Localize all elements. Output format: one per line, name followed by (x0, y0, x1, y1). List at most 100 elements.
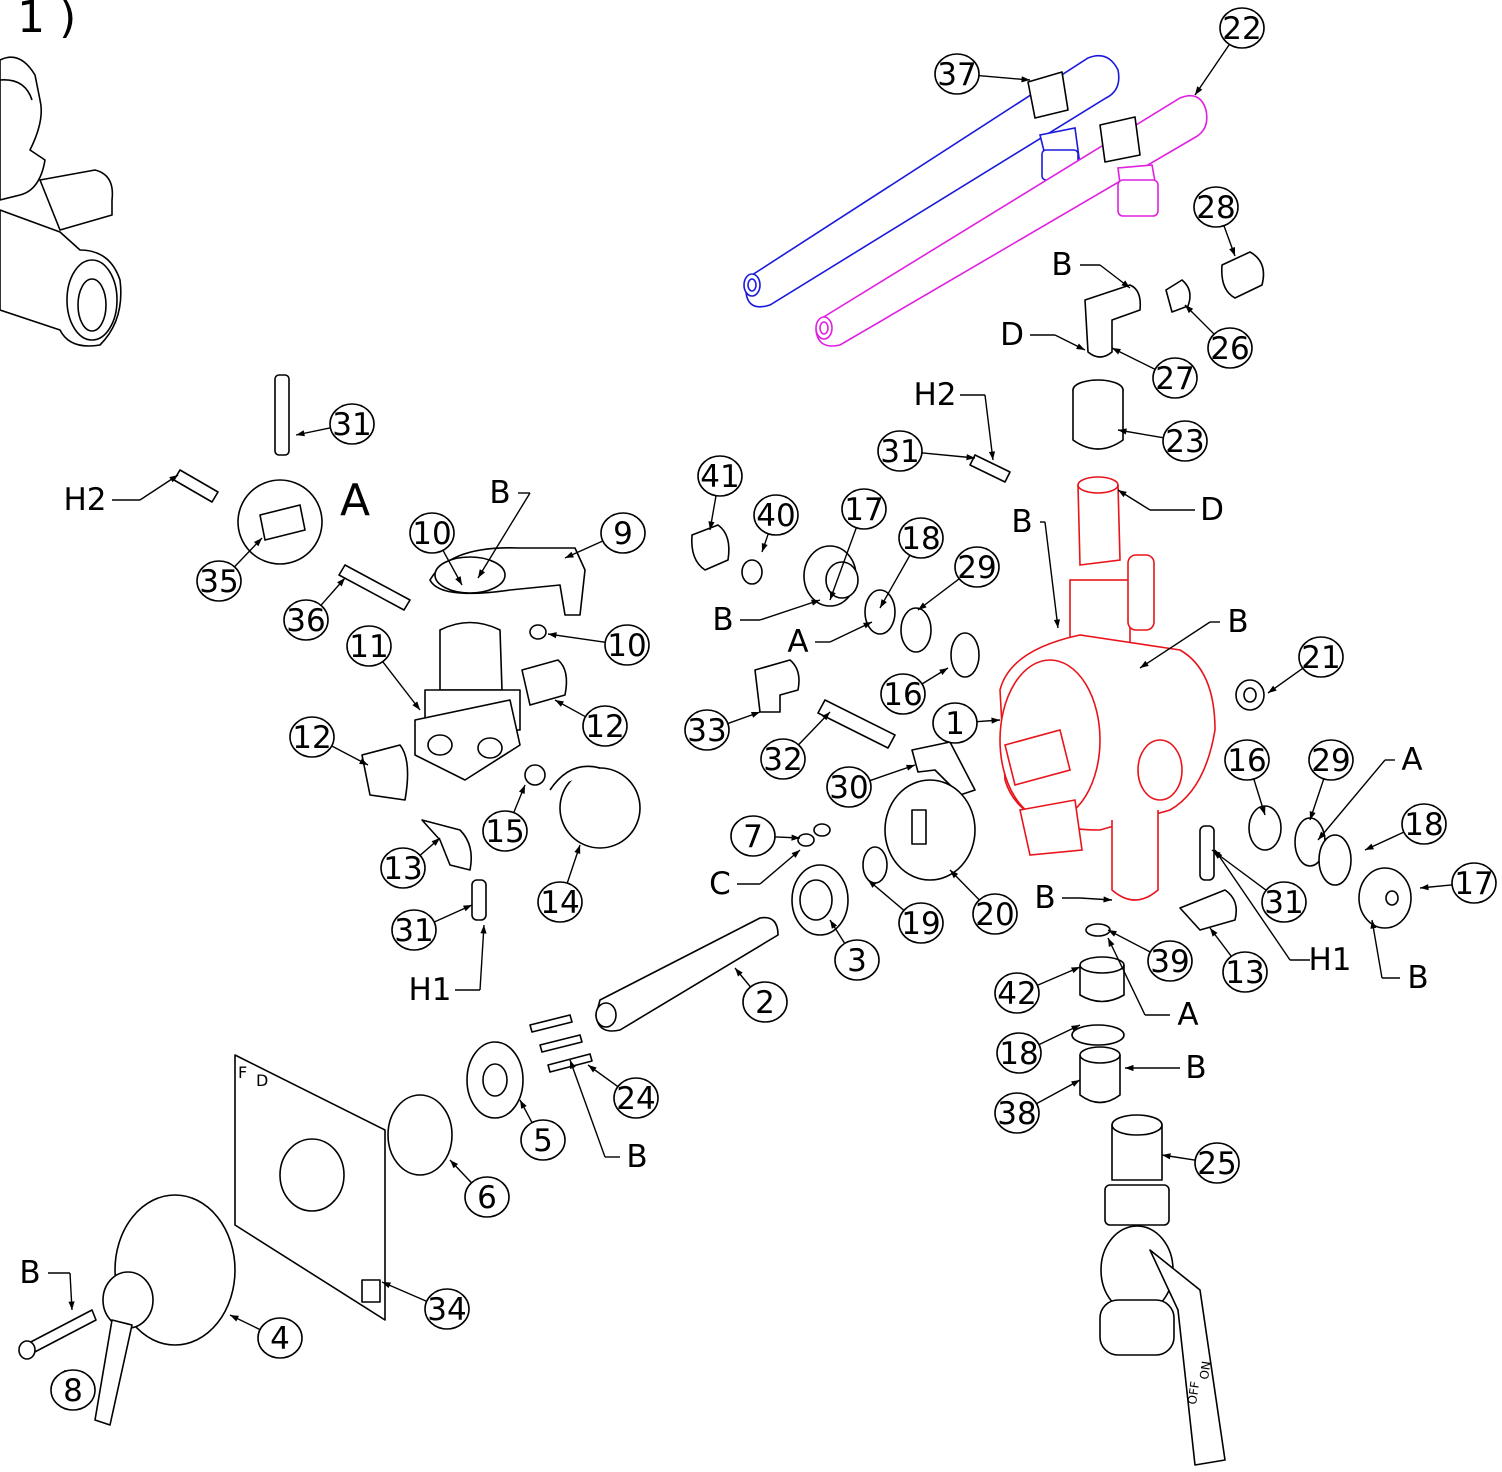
arrowhead-c31b (966, 454, 975, 461)
arrowhead-c18c (1071, 1025, 1080, 1032)
letter-arrowhead-lC (791, 850, 800, 858)
callout-number: 27 (1155, 361, 1194, 397)
arrowhead-c16a (939, 668, 948, 676)
pin-31-top (969, 454, 1011, 483)
letter-label-b: B (1034, 880, 1055, 916)
callout-41: 41 (697, 455, 743, 497)
callout-number: 21 (1301, 640, 1340, 676)
letter-leader-lB4 (1139, 621, 1211, 669)
nut-41 (690, 524, 730, 571)
callout-bubble (537, 881, 583, 923)
letter-arrowhead-lB3 (478, 569, 486, 578)
arrowhead-c22 (1195, 86, 1203, 95)
shaft-2 (595, 916, 779, 1032)
arrowhead-c10a (455, 576, 462, 585)
callout-number: 41 (700, 459, 739, 495)
callout-5: 5 (520, 1119, 566, 1161)
callout-number: 4 (270, 1321, 290, 1357)
callout-bubble (994, 1092, 1040, 1134)
callout-42: 42 (994, 972, 1040, 1014)
callout-bubble (697, 455, 743, 497)
letter-label-b: B (1407, 960, 1428, 996)
callout-number: 39 (1150, 944, 1189, 980)
arrowhead-c34 (382, 1282, 391, 1289)
oring-18-right (1318, 834, 1352, 886)
rod-36 (338, 564, 411, 611)
callout-number: 12 (292, 720, 331, 756)
arrowhead-c9 (565, 551, 574, 558)
pump-body-1 (999, 476, 1216, 901)
callout-4: 4 (257, 1317, 303, 1359)
letter-arrowhead-lB9 (569, 1060, 576, 1069)
arrowhead-c7 (791, 834, 800, 841)
callout-number: 38 (997, 1096, 1036, 1132)
arrowhead-c32 (821, 712, 830, 721)
coupling-23 (1072, 379, 1124, 450)
regulator-11 (414, 621, 521, 781)
elbow-33 (754, 659, 800, 713)
arrowhead-c10b (548, 632, 557, 639)
callout-number: 15 (485, 814, 524, 850)
callout-bubble (880, 673, 926, 715)
callout-bubble (50, 1369, 96, 1411)
arrowhead-c24 (588, 1065, 597, 1073)
letter-arrowhead-lB2 (1053, 619, 1061, 628)
callout-number: 14 (540, 885, 579, 921)
callout-11: 11 (346, 625, 392, 667)
callout-bubble (684, 709, 730, 751)
rod-32 (817, 699, 896, 749)
letter-leader-lB5 (759, 599, 821, 621)
leader-c17a (829, 525, 858, 601)
callout-bubble (391, 909, 437, 951)
callout-bubble (760, 738, 806, 780)
arrowhead-c18a (880, 599, 887, 608)
callout-bubble (604, 624, 650, 666)
callout-37: 37 (934, 53, 980, 95)
callout-bubble (1162, 420, 1208, 462)
plate-marking-f: F (238, 1063, 247, 1082)
callout-6: 6 (464, 1176, 510, 1218)
letter-arrowhead-lH1b (480, 925, 487, 934)
fitting-12-right (521, 659, 568, 706)
arrowhead-c29a (918, 602, 927, 610)
arrowhead-c20 (950, 870, 959, 879)
letter-leader-lB2 (1044, 521, 1059, 629)
valve-off-marking: OFF (1185, 1380, 1202, 1405)
detail-circle-35 (237, 479, 323, 565)
arrowhead-c30 (906, 764, 915, 771)
plug-26 (1165, 279, 1191, 313)
callout-20: 20 (972, 893, 1018, 935)
arrowhead-c25 (1162, 1153, 1171, 1160)
callout-bubble (1308, 739, 1354, 781)
callout-18: 18 (996, 1032, 1042, 1074)
callout-bubble (257, 1317, 303, 1359)
callout-number: 5 (533, 1123, 553, 1159)
oring-18-left (864, 589, 896, 635)
washer-15 (524, 764, 546, 786)
leader-c22 (1194, 42, 1232, 96)
callout-bubble (424, 1288, 470, 1330)
disc-6 (387, 1094, 453, 1176)
handwheel-4 (94, 1194, 236, 1426)
arrowhead-c17a (829, 591, 836, 600)
leader-c38 (1034, 1079, 1081, 1106)
circlip-19 (862, 846, 888, 884)
plug-21 (1235, 679, 1265, 711)
callout-bubble (600, 512, 646, 554)
arrowhead-c14 (574, 845, 581, 854)
leader-c18a (879, 553, 912, 609)
callout-number: 13 (1225, 955, 1264, 991)
callout-number: 19 (901, 906, 940, 942)
callout-number: 17 (844, 492, 883, 528)
callout-bubble (753, 494, 799, 536)
leader-c31d (1211, 849, 1269, 893)
letter-arrowhead-lB4 (1140, 660, 1149, 668)
letter-label-d: D (1200, 492, 1224, 528)
letter-label-b: B (712, 602, 733, 638)
callout-38: 38 (994, 1092, 1040, 1134)
arrowhead-c27 (1112, 348, 1121, 355)
callout-number: 10 (412, 516, 451, 552)
callout-34: 34 (424, 1288, 470, 1330)
screw-7 (797, 823, 831, 847)
